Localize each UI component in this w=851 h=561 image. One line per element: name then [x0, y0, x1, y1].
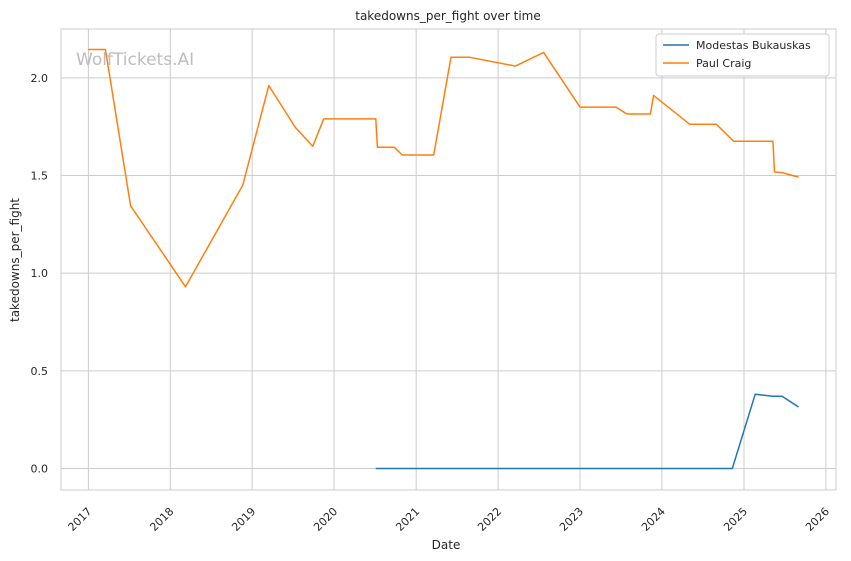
x-tick-label: 2026 [803, 505, 832, 534]
x-tick-label: 2017 [66, 505, 95, 534]
y-axis-tick-labels: 0.0 0.5 1.0 1.5 2.0 [31, 72, 49, 476]
x-tick-label: 2019 [229, 505, 258, 534]
series-line-modestas-bukauskas [375, 393, 799, 470]
x-tick-label: 2020 [311, 505, 340, 534]
x-tick-label: 2024 [639, 505, 668, 534]
y-axis-label: takedowns_per_fight [8, 198, 22, 322]
watermark: WolfTickets.AI [76, 50, 194, 70]
series-line-paul-craig [87, 48, 799, 288]
legend-label: Modestas Bukauskas [696, 39, 811, 52]
x-axis-label: Date [432, 538, 461, 552]
legend: Modestas Bukauskas Paul Craig [655, 33, 830, 77]
y-tick-label: 0.5 [31, 365, 49, 378]
y-tick-label: 1.5 [31, 170, 49, 183]
y-tick-label: 0.0 [31, 463, 49, 476]
x-axis-tick-labels: 2017 2018 2019 2020 2021 2022 2023 2024 2025 2026 [66, 505, 833, 534]
x-tick-label: 2018 [147, 505, 176, 534]
series-layer [87, 48, 799, 470]
plot-area [60, 28, 837, 491]
x-tick-label: 2021 [393, 505, 422, 534]
y-tick-label: 2.0 [31, 72, 49, 85]
x-tick-label: 2022 [475, 505, 504, 534]
grid [61, 29, 836, 490]
x-tick-label: 2025 [721, 505, 750, 534]
chart-title: takedowns_per_fight over time [355, 9, 541, 23]
y-tick-label: 1.0 [31, 267, 49, 280]
x-tick-label: 2023 [557, 505, 586, 534]
legend-label: Paul Craig [696, 57, 751, 70]
legend-box [655, 33, 830, 77]
